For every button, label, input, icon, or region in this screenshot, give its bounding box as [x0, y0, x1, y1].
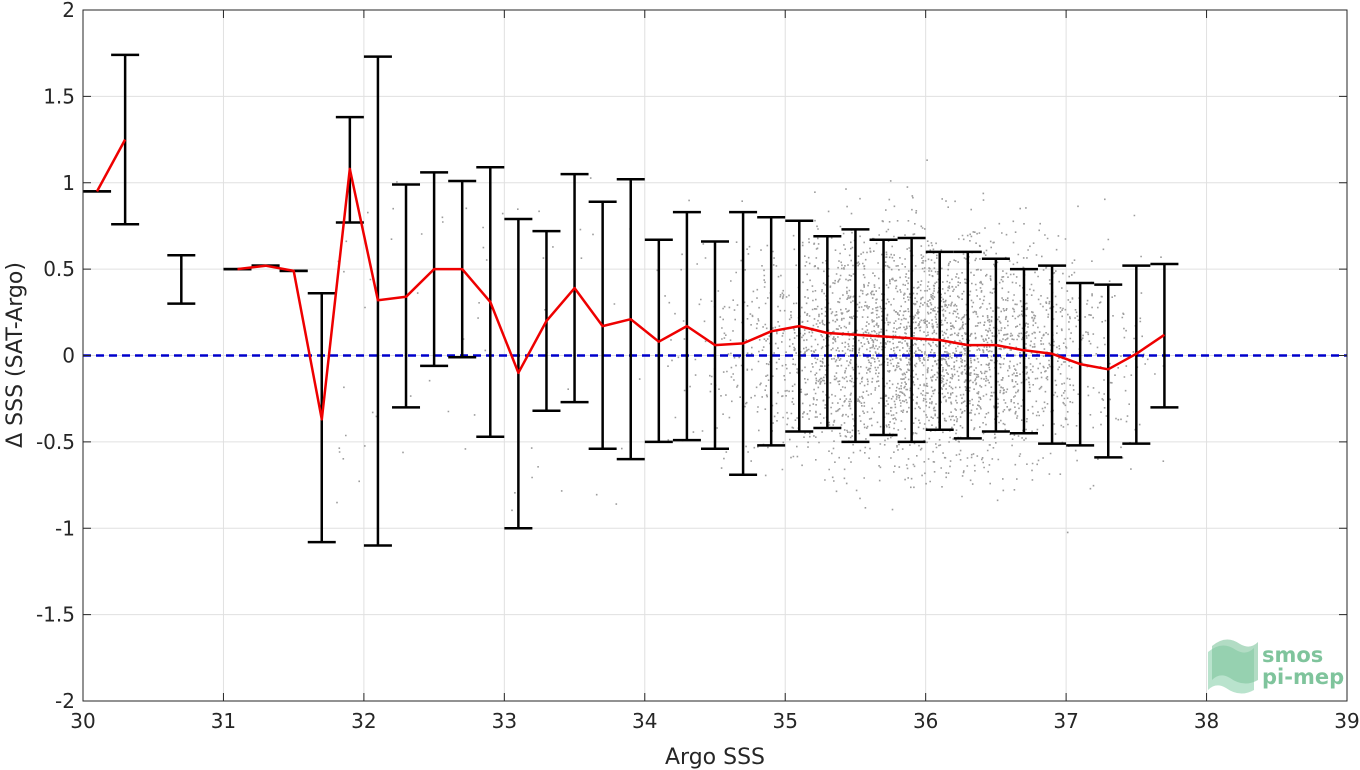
x-tick-label: 35 [772, 709, 797, 733]
y-tick-label: 1.5 [43, 84, 75, 108]
logo-text-line2: pi-mep [1262, 665, 1344, 689]
x-tick-label: 30 [70, 709, 95, 733]
x-axis-label: Argo SSS [665, 745, 765, 770]
x-tick-label: 39 [1334, 709, 1359, 733]
x-tick-label: 36 [913, 709, 938, 733]
x-tick-label: 32 [351, 709, 376, 733]
mean-line-segment [95, 139, 127, 192]
mean-line [95, 139, 1166, 421]
y-tick-label: -1.5 [36, 603, 75, 627]
y-axis-label: Δ SSS (SAT-Argo) [3, 262, 28, 448]
x-tick-label: 33 [492, 709, 517, 733]
error-bar [1094, 283, 1123, 459]
logo-waves-icon [1208, 639, 1258, 694]
x-tick-label: 31 [211, 709, 236, 733]
y-tick-label: 1 [62, 171, 75, 195]
error-bar [897, 236, 926, 444]
error-bar [167, 254, 196, 305]
y-axis-ticks: -2 -1.5 -1 -0.5 0 0.5 1 1.5 2 [36, 0, 1347, 713]
x-axis-ticks: 30 31 32 33 34 35 36 37 38 39 [70, 10, 1360, 733]
y-tick-label: -1 [55, 516, 75, 540]
x-tick-label: 38 [1194, 709, 1219, 733]
x-tick-label: 34 [632, 709, 657, 733]
smos-pi-mep-logo: smos pi-mep [1208, 639, 1344, 694]
y-tick-label: -0.5 [36, 430, 75, 454]
y-tick-label: 2 [62, 0, 75, 22]
x-tick-label: 37 [1053, 709, 1078, 733]
y-tick-label: 0.5 [43, 257, 75, 281]
logo-text-line1: smos [1262, 643, 1323, 667]
mean-line-segment [237, 167, 1166, 421]
y-tick-label: -2 [55, 689, 75, 713]
y-tick-label: 0 [62, 344, 75, 368]
error-bar [111, 53, 140, 226]
